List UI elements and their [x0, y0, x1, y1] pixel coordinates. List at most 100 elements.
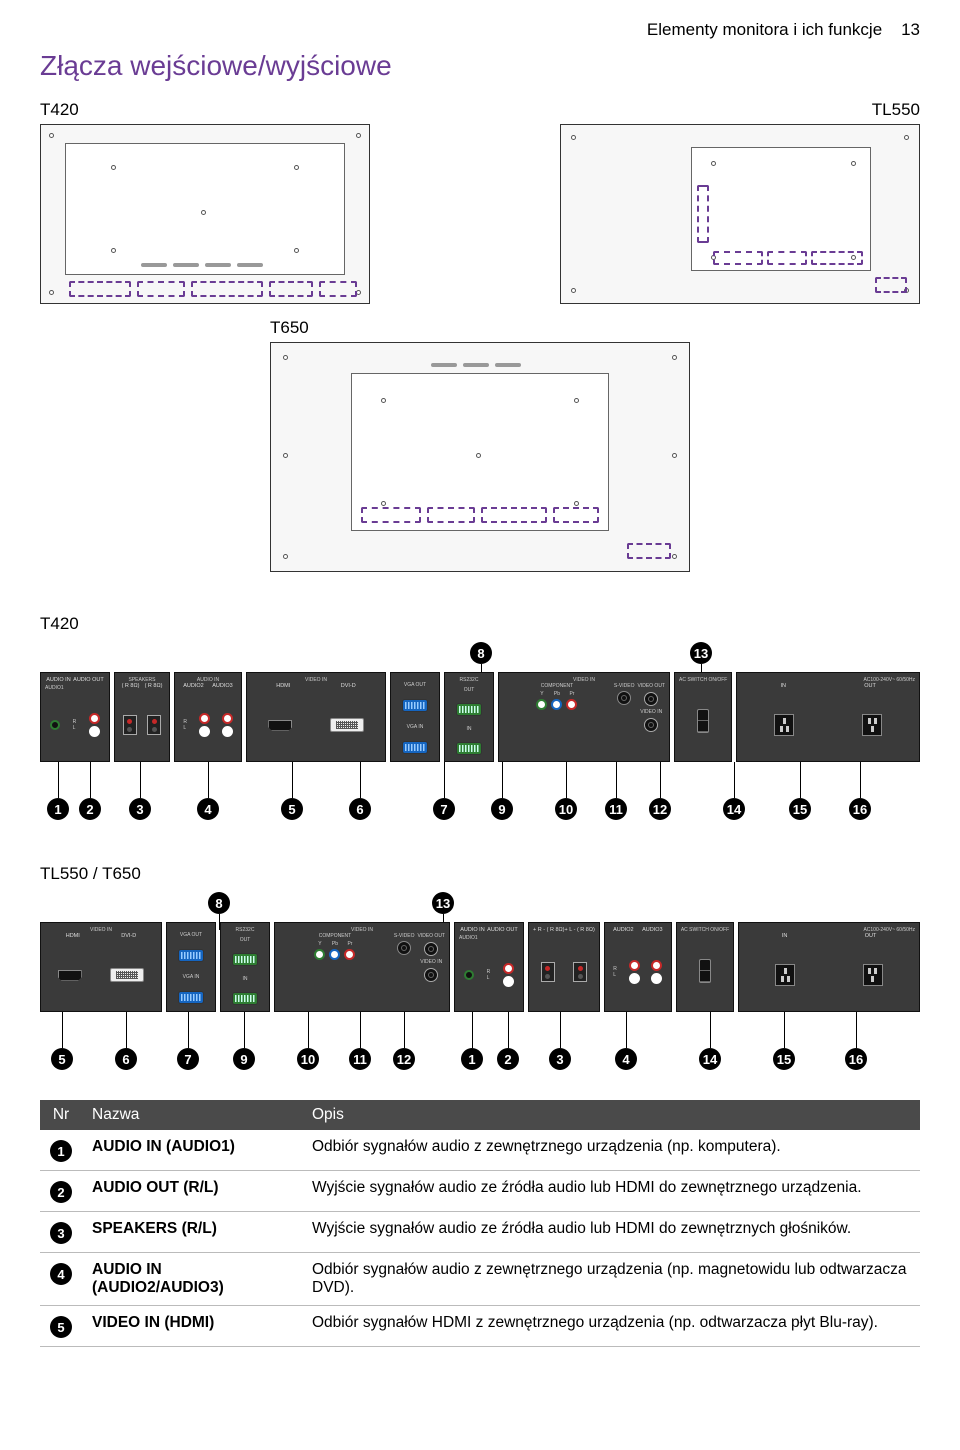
- callout-5: 5: [281, 798, 303, 820]
- p2-callout-12: 12: [393, 1048, 415, 1070]
- audio-out-l: [89, 726, 100, 737]
- p2-vga-in: [178, 991, 204, 1004]
- top-diagrams-row: T420 TL550: [40, 100, 920, 304]
- row-num: 2: [50, 1181, 72, 1203]
- audio1-jack: [50, 720, 60, 730]
- row-num: 4: [50, 1263, 72, 1285]
- p2-comp-y: [314, 949, 325, 960]
- svideo-port: [617, 691, 631, 705]
- p2-audio3-l: [651, 973, 662, 984]
- dvi-port: [330, 718, 364, 732]
- p2-callout-13: 13: [432, 892, 454, 914]
- connector-table: Nr Nazwa Opis 1 AUDIO IN (AUDIO1) Odbiór…: [40, 1100, 920, 1347]
- p2-vga-out: [178, 949, 204, 962]
- p2-audio-out-l: [503, 976, 514, 987]
- p2-speaker-l: [573, 962, 587, 982]
- callout-2: 2: [79, 798, 101, 820]
- callout-3: 3: [129, 798, 151, 820]
- callout-6: 6: [349, 798, 371, 820]
- row-desc: Wyjście sygnałów audio ze źródła audio l…: [302, 1171, 920, 1212]
- table-row: 4 AUDIO IN (AUDIO2/AUDIO3) Odbiór sygnał…: [40, 1253, 920, 1306]
- p2-audio2-r: [629, 960, 640, 971]
- component-pb: [551, 699, 562, 710]
- header-page: 13: [901, 20, 920, 39]
- page-header: Elementy monitora i ich funkcje 13: [40, 20, 920, 40]
- row-name: AUDIO IN (AUDIO1): [82, 1130, 302, 1171]
- th-opis: Opis: [302, 1100, 920, 1130]
- callout-13: 13: [690, 642, 712, 664]
- model-t650-label: T650: [270, 318, 690, 338]
- ac-switch: [697, 709, 709, 733]
- p2-callout-2: 2: [497, 1048, 519, 1070]
- p2-audio2-l: [629, 973, 640, 984]
- audio2-r: [199, 713, 210, 724]
- panel2-label: TL550 / T650: [40, 864, 141, 884]
- row-name: AUDIO IN (AUDIO2/AUDIO3): [82, 1253, 302, 1306]
- th-nazwa: Nazwa: [82, 1100, 302, 1130]
- p2-callout-14: 14: [699, 1048, 721, 1070]
- callout-1: 1: [47, 798, 69, 820]
- block-rs232: RS232C OUT IN: [444, 672, 494, 762]
- row-num: 5: [50, 1316, 72, 1338]
- block-power: AC100-240V~ 60/50Hz INOUT: [736, 672, 920, 762]
- callout-12: 12: [649, 798, 671, 820]
- p2-block-vga: VGA OUT VGA IN: [166, 922, 216, 1012]
- table-row: 1 AUDIO IN (AUDIO1) Odbiór sygnałów audi…: [40, 1130, 920, 1171]
- block-audio23: AUDIO IN AUDIO2AUDIO3 RL: [174, 672, 242, 762]
- callout-7: 7: [433, 798, 455, 820]
- p2-callout-7: 7: [177, 1048, 199, 1070]
- panel1-label: T420: [40, 614, 79, 634]
- p2-video-out: [424, 942, 438, 956]
- p2-callout-6: 6: [115, 1048, 137, 1070]
- ac-in: [774, 714, 794, 736]
- diagram-t420: [40, 124, 370, 304]
- rs232-out: [456, 703, 482, 716]
- vga-in: [402, 741, 428, 754]
- audio3-r: [222, 713, 233, 724]
- p2-callout-8: 8: [208, 892, 230, 914]
- video-in: [644, 718, 658, 732]
- video-out: [644, 692, 658, 706]
- callout-16: 16: [849, 798, 871, 820]
- audio3-l: [222, 726, 233, 737]
- p2-audio-out-r: [503, 963, 514, 974]
- block-video-analog: VIDEO IN COMPONENT Y Pb Pr S-VIDEO VIDEO…: [498, 672, 670, 762]
- p2-audio1-jack: [464, 970, 474, 980]
- callout-4: 4: [197, 798, 219, 820]
- speaker-r: [123, 715, 137, 735]
- row-num: 1: [50, 1140, 72, 1162]
- p2-ac-in: [775, 964, 795, 986]
- p2-block-video-analog: VIDEO IN COMPONENT Y Pb Pr S-VIDEO VIDEO…: [274, 922, 450, 1012]
- p2-audio3-r: [651, 960, 662, 971]
- p2-callout-15: 15: [773, 1048, 795, 1070]
- p2-comp-pr: [344, 949, 355, 960]
- p2-callout-3: 3: [549, 1048, 571, 1070]
- row-name: AUDIO OUT (R/L): [82, 1171, 302, 1212]
- p2-callout-16: 16: [845, 1048, 867, 1070]
- model-tl550-label: TL550: [872, 100, 920, 120]
- callout-10: 10: [555, 798, 577, 820]
- diagram-tl550: [560, 124, 920, 304]
- p2-block-ac-switch: AC SWITCH ON/OFF: [676, 922, 734, 1012]
- p2-block-video-digital: VIDEO IN HDMIDVI-D: [40, 922, 162, 1012]
- speaker-l: [147, 715, 161, 735]
- row-desc: Odbiór sygnałów HDMI z zewnętrznego urzą…: [302, 1306, 920, 1347]
- rs232-in: [456, 742, 482, 755]
- callout-9: 9: [491, 798, 513, 820]
- ac-out: [862, 714, 882, 736]
- p2-rs232-in: [232, 992, 258, 1005]
- p2-rs232-out: [232, 953, 258, 966]
- row-num: 3: [50, 1222, 72, 1244]
- row-desc: Odbiór sygnałów audio z zewnętrznego urz…: [302, 1253, 920, 1306]
- model-t420-label: T420: [40, 100, 79, 120]
- audio-out-r: [89, 713, 100, 724]
- p2-callout-1: 1: [461, 1048, 483, 1070]
- block-ac-switch: AC SWITCH ON/OFF: [674, 672, 732, 762]
- component-pr: [566, 699, 577, 710]
- p2-block-audio23: AUDIO2AUDIO3 RL: [604, 922, 672, 1012]
- block-video-digital: VIDEO IN HDMIDVI-D: [246, 672, 386, 762]
- p2-ac-switch: [699, 959, 711, 983]
- callout-8: 8: [470, 642, 492, 664]
- callout-11: 11: [605, 798, 627, 820]
- p2-dvi: [110, 968, 144, 982]
